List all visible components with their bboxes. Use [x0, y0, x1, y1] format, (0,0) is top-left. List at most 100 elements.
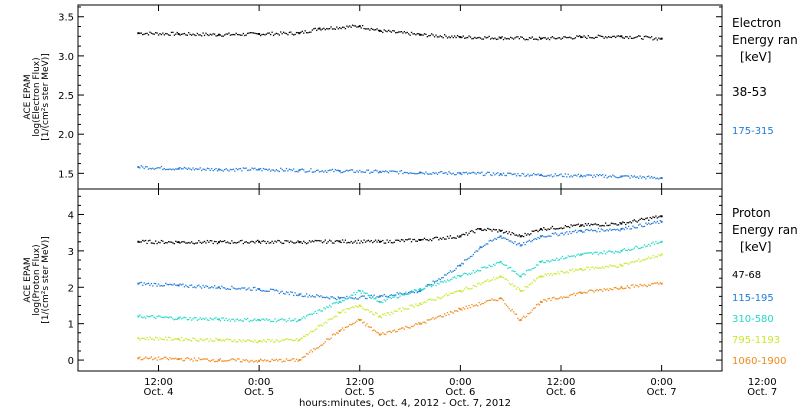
- scatter-dot: [162, 316, 164, 319]
- scatter-dot: [523, 241, 525, 244]
- scatter-dot: [535, 38, 538, 40]
- scatter-dot: [443, 280, 446, 282]
- scatter-dot: [485, 243, 487, 245]
- scatter-dot: [452, 270, 454, 272]
- data-point: [660, 215, 663, 218]
- scatter-dot: [524, 175, 526, 177]
- scatter-dot: [527, 269, 529, 271]
- scatter-dot: [224, 168, 226, 171]
- scatter-dot: [451, 173, 453, 175]
- scatter-dot: [399, 295, 401, 297]
- scatter-dot: [170, 339, 173, 341]
- scatter-dot: [203, 240, 206, 243]
- scatter-dot: [487, 243, 489, 245]
- scatter-dot: [488, 35, 490, 38]
- scatter-dot: [261, 169, 263, 172]
- scatter-dot: [308, 170, 311, 172]
- scatter-dot: [396, 310, 398, 312]
- scatter-dot: [219, 287, 222, 290]
- scatter-dot: [623, 221, 625, 224]
- scatter-dot: [579, 254, 581, 256]
- scatter-dot: [241, 170, 243, 172]
- data-point: [459, 36, 462, 39]
- scatter-dot: [558, 259, 561, 261]
- scatter-dot: [308, 313, 311, 315]
- scatter-dot: [553, 296, 555, 299]
- data-point: [358, 25, 361, 28]
- scatter-dot: [238, 358, 240, 360]
- scatter-dot: [632, 261, 634, 263]
- series-795-1193: [137, 253, 663, 344]
- scatter-dot: [481, 266, 483, 269]
- scatter-dot: [449, 172, 452, 174]
- scatter-dot: [173, 169, 176, 171]
- scatter-dot: [607, 289, 610, 292]
- scatter-dot: [232, 340, 234, 343]
- scatter-dot: [518, 288, 521, 290]
- scatter-dot: [406, 293, 408, 295]
- scatter-dot: [363, 27, 365, 30]
- scatter-dot: [340, 241, 342, 244]
- scatter-dot: [323, 27, 325, 29]
- scatter-dot: [441, 280, 443, 283]
- scatter-dot: [431, 173, 433, 175]
- scatter-dot: [495, 262, 498, 264]
- scatter-dot: [160, 165, 163, 168]
- scatter-dot: [592, 230, 594, 232]
- scatter-dot: [373, 329, 375, 331]
- scatter-dot: [525, 38, 528, 41]
- scatter-dot: [498, 262, 500, 264]
- scatter-dot: [152, 167, 154, 169]
- scatter-dot: [567, 233, 569, 235]
- scatter-dot: [370, 326, 372, 328]
- y-tick-label: 3.5: [58, 13, 74, 24]
- data-point: [580, 229, 583, 232]
- scatter-dot: [366, 169, 368, 171]
- scatter-dot: [648, 175, 650, 177]
- scatter-dot: [659, 177, 661, 179]
- scatter-dot: [311, 295, 314, 297]
- scatter-dot: [357, 289, 360, 291]
- scatter-dot: [262, 33, 265, 36]
- scatter-dot: [140, 32, 142, 34]
- scatter-dot: [175, 318, 177, 320]
- scatter-dot: [547, 298, 549, 300]
- scatter-dot: [533, 38, 535, 40]
- scatter-dot: [203, 286, 206, 288]
- scatter-dot: [527, 286, 529, 288]
- scatter-dot: [482, 245, 485, 247]
- scatter-dot: [219, 358, 222, 360]
- scatter-dot: [507, 279, 509, 282]
- scatter-dot: [649, 177, 651, 179]
- scatter-dot: [397, 296, 400, 299]
- scatter-dot: [242, 287, 245, 289]
- scatter-dot: [313, 312, 315, 314]
- scatter-dot: [314, 348, 316, 351]
- scatter-dot: [385, 300, 387, 302]
- scatter-dot: [389, 330, 391, 333]
- scatter-dot: [623, 228, 625, 231]
- scatter-dot: [362, 295, 364, 297]
- scatter-dot: [600, 289, 602, 291]
- scatter-dot: [229, 34, 232, 36]
- scatter-dot: [431, 299, 433, 301]
- scatter-dot: [149, 315, 151, 318]
- scatter-dot: [537, 236, 539, 239]
- scatter-dot: [264, 240, 266, 243]
- scatter-dot: [479, 303, 482, 306]
- scatter-dot: [645, 35, 647, 37]
- scatter-dot: [215, 167, 217, 170]
- scatter-dot: [517, 36, 519, 38]
- scatter-dot: [222, 170, 224, 172]
- scatter-dot: [423, 237, 426, 239]
- data-point: [539, 260, 542, 263]
- scatter-dot: [653, 282, 656, 284]
- scatter-dot: [274, 170, 276, 172]
- scatter-dot: [504, 278, 506, 280]
- scatter-dot: [655, 255, 657, 257]
- scatter-dot: [162, 32, 164, 34]
- scatter-dot: [382, 31, 384, 34]
- scatter-dot: [643, 244, 646, 246]
- scatter-dot: [436, 36, 439, 38]
- scatter-dot: [196, 242, 199, 244]
